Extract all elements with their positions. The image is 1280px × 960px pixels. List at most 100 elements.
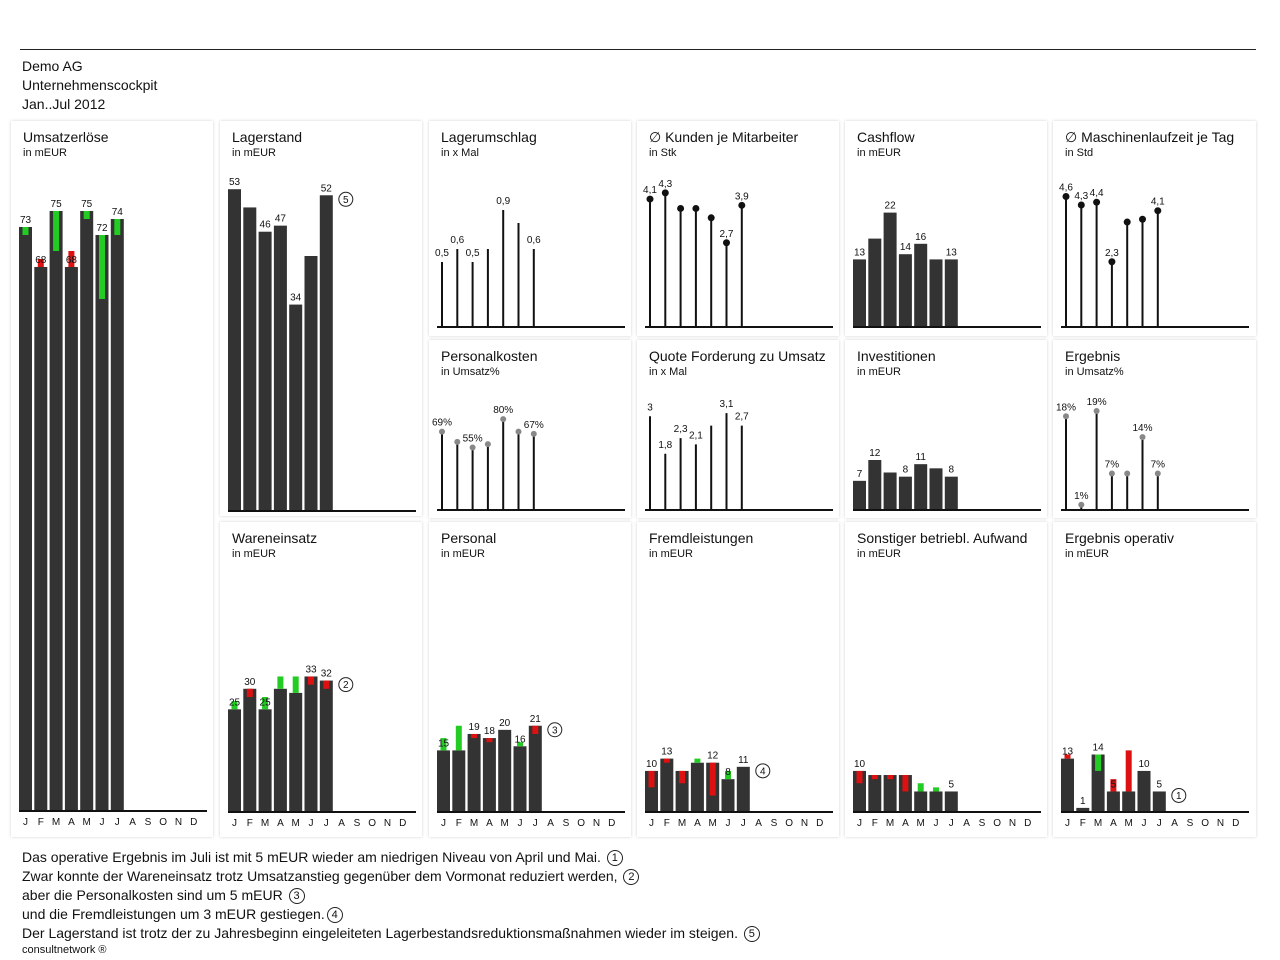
month-tick-label: A	[1171, 818, 1178, 829]
point	[1108, 470, 1115, 477]
delta-bar	[308, 676, 314, 685]
chart-title: Ergebnis	[1065, 348, 1121, 364]
note-ref-label: 3	[552, 725, 558, 736]
month-tick-label: S	[145, 817, 152, 828]
data-label: 21	[530, 714, 542, 725]
point	[723, 239, 730, 247]
delta-bar	[517, 742, 523, 747]
month-tick-label: J	[1142, 818, 1147, 829]
point	[1093, 408, 1100, 415]
data-label: 2,7	[735, 412, 749, 423]
data-label: 13	[661, 747, 673, 758]
data-label: 1	[1080, 796, 1086, 807]
data-label: 53	[229, 177, 241, 188]
data-label: 7%	[1151, 460, 1166, 471]
data-label: 25	[260, 697, 272, 708]
point	[1154, 207, 1162, 215]
data-label: 52	[321, 183, 333, 194]
data-label: 32	[321, 669, 333, 680]
point	[1062, 193, 1070, 201]
chart-unit: in Stk	[649, 147, 677, 159]
data-label: 16	[915, 232, 927, 243]
month-tick-label: O	[577, 818, 585, 829]
chart-panel-wareneinsatz: Wareneinsatz in mEUR 25 30 25 33 32 2 J F M A M J J A S O…	[220, 522, 422, 837]
delta-bar	[455, 725, 462, 751]
delta-bar	[246, 688, 253, 697]
note-ref-badge: 1	[606, 850, 623, 867]
data-label: 1,8	[658, 440, 672, 451]
month-tick-label: A	[277, 818, 284, 829]
bar	[19, 227, 32, 811]
month-tick-label: J	[741, 818, 746, 829]
delta-bar	[1064, 754, 1071, 759]
chart-unit: in x Mal	[649, 366, 687, 378]
delta-bar	[486, 738, 493, 743]
bar	[883, 212, 897, 327]
month-tick-label: S	[979, 818, 986, 829]
data-label: 8	[725, 767, 731, 778]
data-label: 1%	[1074, 491, 1089, 502]
data-label: 12	[869, 448, 881, 459]
chart-unit: in x Mal	[441, 147, 479, 159]
delta-bar	[37, 259, 44, 267]
chart-panel-fremdleistungen: Fremdleistungen in mEUR 10 13 12 8 11 4 J F M A M J J A…	[637, 522, 839, 837]
month-tick-label: F	[38, 817, 44, 828]
note-ref-label: 5	[343, 195, 349, 206]
data-label: 13	[946, 247, 958, 258]
chart-panel-lagerumschlag: Lagerumschlag in x Mal 0,5 0,6 0,5 0,9 0,6	[429, 121, 631, 336]
point	[454, 438, 461, 445]
chart-unit: in mEUR	[857, 147, 902, 159]
chart-svg: 4,64,3 4,4 2,3 4,1	[1059, 183, 1249, 328]
chart-panel-kunden: ∅ Kunden je Mitarbeiter in Stk 4,1 4,3 2,7 3,…	[637, 121, 839, 336]
bar	[304, 256, 318, 511]
month-tick-label: O	[368, 818, 376, 829]
chart-unit: in Std	[1065, 147, 1094, 159]
chart-panel-investitionen: Investitionen in mEUR 7 12 8 11 8	[845, 340, 1047, 518]
chart-unit: in mEUR	[649, 548, 694, 560]
data-label: 75	[81, 199, 93, 210]
bar	[898, 254, 912, 327]
bar	[228, 189, 241, 511]
bar	[853, 259, 866, 327]
month-tick-label: S	[354, 818, 361, 829]
note-ref-icon	[338, 677, 354, 693]
data-label: 12	[707, 751, 719, 762]
bar	[914, 243, 928, 327]
bar	[1152, 791, 1166, 812]
bar	[258, 231, 272, 511]
delta-bar	[231, 701, 238, 710]
bar	[868, 238, 882, 327]
bar	[690, 762, 704, 812]
point	[1139, 215, 1146, 223]
delta-bar	[694, 758, 701, 763]
bar	[736, 766, 750, 812]
point	[661, 189, 669, 197]
bar	[721, 779, 735, 812]
month-tick-label: A	[1110, 818, 1117, 829]
data-label: 10	[854, 759, 866, 770]
data-label: 34	[290, 293, 302, 304]
point	[1154, 470, 1161, 477]
data-label: 7%	[1105, 460, 1120, 471]
data-label: 10	[1138, 759, 1150, 770]
data-label: 5	[949, 779, 955, 790]
data-label: 46	[260, 220, 272, 231]
delta-bar	[114, 219, 121, 235]
delta-bar	[292, 676, 299, 693]
chart-panel-personal: Personal in mEUR 15 19 18 20 16 21 3 J F M A M J J A S O N D	[429, 522, 631, 837]
note-ref-badge: 5	[743, 926, 760, 943]
bar	[898, 476, 912, 510]
bar	[883, 472, 897, 510]
note-ref-icon	[1171, 787, 1187, 803]
month-tick-label: M	[678, 818, 686, 829]
month-tick-label: M	[709, 818, 717, 829]
data-label: 2,7	[720, 229, 734, 240]
month-tick-label: O	[1201, 818, 1209, 829]
bar	[482, 738, 496, 812]
bar	[528, 725, 542, 812]
month-tick-label: M	[501, 818, 509, 829]
data-label: 18	[484, 726, 496, 737]
chart-title: Wareneinsatz	[232, 530, 318, 546]
delta-bar	[902, 775, 909, 792]
